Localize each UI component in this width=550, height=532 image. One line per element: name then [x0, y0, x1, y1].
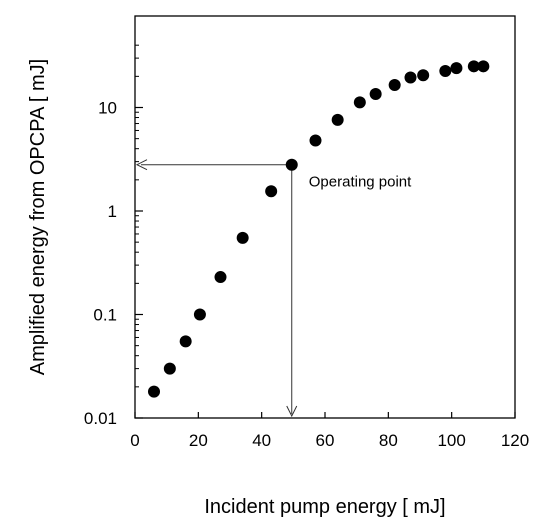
operating-point-label: Operating point: [309, 174, 412, 191]
x-tick-label: 40: [252, 431, 271, 450]
data-point: [148, 385, 160, 398]
x-tick-label: 100: [437, 431, 465, 450]
data-point: [369, 88, 382, 101]
plot-frame: [134, 15, 516, 419]
x-tick-label: 120: [501, 431, 529, 450]
data-point: [404, 71, 417, 84]
y-tick-label: 10: [98, 99, 117, 118]
x-axis-ticks: 0 20 40 60 80 100 120: [130, 412, 529, 450]
data-point: [477, 60, 490, 73]
data-point: [163, 362, 176, 375]
y-axis-ticks: 0.01 0.1 1 10: [84, 44, 143, 428]
data-point: [309, 134, 322, 147]
x-tick-label: 20: [189, 431, 208, 450]
arrowhead-down: [286, 405, 298, 418]
data-point: [331, 113, 344, 126]
data-point: [439, 65, 452, 78]
y-tick-label: 0.01: [84, 409, 117, 428]
data-point: [353, 96, 366, 109]
operating-point-guides: [135, 159, 298, 418]
x-tick-label: 80: [379, 431, 398, 450]
data-point: [388, 78, 401, 91]
y-tick-label: 1: [108, 202, 117, 221]
arrowhead-left: [135, 159, 148, 171]
data-point: [265, 185, 278, 198]
x-axis-title: Incident pump energy [ mJ]: [204, 496, 445, 518]
data-point: [214, 271, 227, 284]
x-tick-label: 0: [130, 431, 139, 450]
y-tick-label: 0.1: [93, 306, 117, 325]
y-axis-title: Amplified energy from OPCPA [ mJ]: [27, 59, 49, 375]
data-point: [417, 69, 430, 82]
data-points: [148, 60, 490, 398]
data-point: [179, 335, 192, 348]
data-point: [467, 60, 480, 73]
x-tick-label: 60: [316, 431, 335, 450]
data-point: [285, 158, 298, 171]
data-point: [236, 231, 249, 244]
data-point: [193, 308, 206, 321]
data-point: [450, 62, 463, 75]
